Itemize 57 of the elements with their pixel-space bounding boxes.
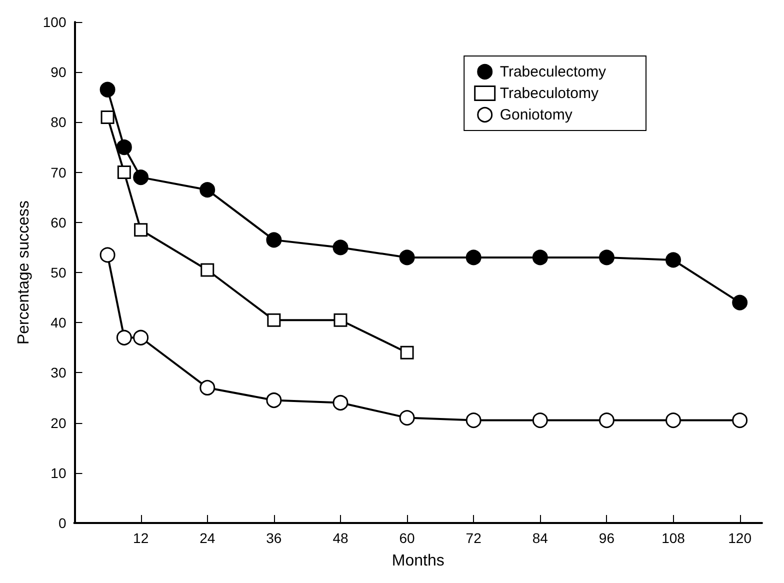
y-tick-label: 0 <box>58 515 66 531</box>
point <box>116 330 132 346</box>
x-tick-label: 36 <box>266 530 282 546</box>
point <box>100 82 116 98</box>
x-tick-label: 120 <box>728 530 752 546</box>
x-tick-label: 84 <box>532 530 548 546</box>
point <box>334 313 348 327</box>
point <box>666 412 682 428</box>
x-tick-label: 24 <box>200 530 216 546</box>
point <box>399 410 415 426</box>
x-axis-title: Months <box>392 552 444 570</box>
point <box>100 110 114 124</box>
point <box>117 166 131 180</box>
point <box>598 250 614 266</box>
point <box>399 250 415 266</box>
y-axis-title: Percentage success <box>16 200 32 345</box>
x-tick-label: 12 <box>133 530 149 546</box>
legend-label: Goniotomy <box>500 106 573 124</box>
legend-label: Trabeculotomy <box>500 84 599 102</box>
y-tick-label: 60 <box>50 214 66 230</box>
y-tick-label: 10 <box>50 464 66 481</box>
point <box>532 412 548 428</box>
point <box>666 252 682 268</box>
point <box>267 313 281 327</box>
point <box>532 250 548 266</box>
y-tick-label: 50 <box>50 264 66 280</box>
y-tick-label: 30 <box>50 364 66 381</box>
point <box>134 223 148 237</box>
point <box>200 380 216 396</box>
x-tick-label: 60 <box>399 530 416 546</box>
point <box>732 412 748 428</box>
point <box>266 232 282 248</box>
point <box>466 250 482 266</box>
point <box>200 182 216 198</box>
x-tick-label: 96 <box>598 530 615 546</box>
point <box>400 346 414 360</box>
point <box>598 412 614 428</box>
x-tick-label: 108 <box>662 530 686 546</box>
legend-label: Trabeculectomy <box>500 63 606 80</box>
point <box>116 140 132 155</box>
x-tick-label: 72 <box>466 530 482 546</box>
point <box>133 330 149 346</box>
y-tick-label: 20 <box>50 414 66 431</box>
point <box>200 263 214 277</box>
point <box>732 294 748 310</box>
y-tick-label: 40 <box>50 314 66 331</box>
point <box>332 240 348 256</box>
point <box>100 247 116 263</box>
y-tick-label: 80 <box>50 114 66 130</box>
point <box>332 395 348 411</box>
y-tick-label: 100 <box>42 14 66 30</box>
x-tick-label: 48 <box>332 530 348 546</box>
point <box>133 170 149 186</box>
point <box>466 412 482 428</box>
point <box>266 392 282 408</box>
y-tick-label: 90 <box>50 64 66 80</box>
y-tick-label: 70 <box>50 164 66 180</box>
